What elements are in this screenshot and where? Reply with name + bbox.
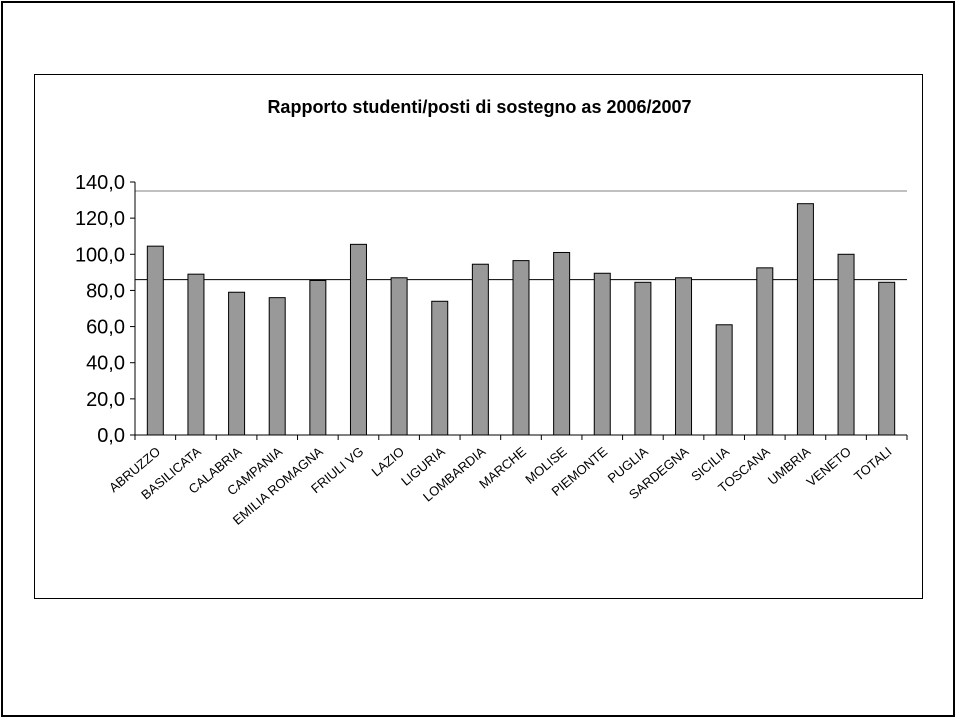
x-category-label: TOTALI (851, 444, 895, 484)
bar (715, 324, 733, 436)
y-tick-label: 80,0 (86, 280, 125, 302)
bar (268, 297, 286, 436)
bar (187, 273, 205, 436)
y-tick-label: 120,0 (75, 208, 125, 230)
bar (756, 267, 774, 436)
bar (634, 281, 652, 436)
x-category-label: VENETO (804, 444, 854, 490)
bar (228, 291, 246, 436)
y-tick-label: 40,0 (86, 353, 125, 375)
y-tick-label: 0,0 (97, 425, 125, 447)
y-tick-label: 100,0 (75, 244, 125, 266)
y-tick-label: 20,0 (86, 389, 125, 411)
chart-container: Rapporto studenti/posti di sostegno as 2… (34, 74, 923, 599)
bar (553, 251, 571, 436)
bar (878, 281, 896, 436)
y-tick-labels: 0,0 20,0 40,0 60,0 80,0 100,0 120,0 140,0 (75, 172, 125, 447)
bar (349, 243, 367, 436)
bar (390, 277, 408, 436)
bars-group (146, 203, 896, 436)
bar (309, 279, 327, 436)
bar-chart: 0,0 20,0 40,0 60,0 80,0 100,0 120,0 140,0 ABRUZ… (75, 172, 908, 528)
bar (431, 300, 449, 436)
y-tick-label: 140,0 (75, 172, 125, 194)
bar (675, 277, 693, 436)
x-tick-labels: ABRUZZOBASILICATACALABRIACAMPANIAEMILIA … (106, 444, 895, 528)
bar (796, 203, 814, 436)
bar (512, 260, 530, 436)
bar (837, 253, 855, 436)
axes-group (130, 181, 908, 440)
bar (146, 245, 164, 436)
chart-title: Rapporto studenti/posti di sostegno as 2… (267, 97, 692, 117)
bar (593, 272, 611, 436)
bar (471, 263, 489, 436)
y-tick-label: 60,0 (86, 317, 125, 339)
